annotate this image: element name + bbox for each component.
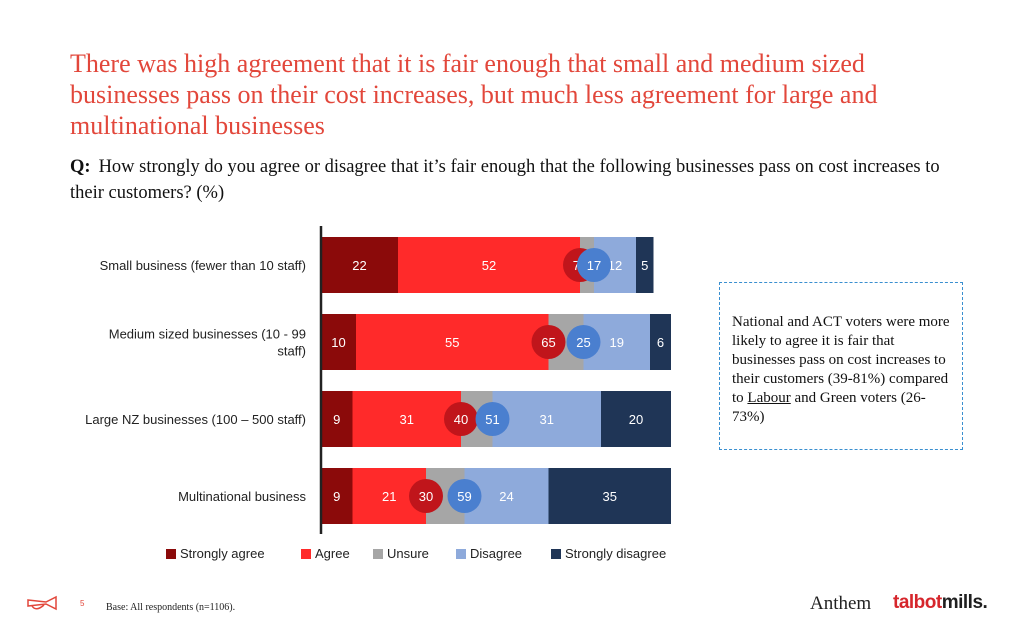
bar-label-strongly-disagree: 20 bbox=[629, 412, 643, 427]
legend-label-strongly-disagree: Strongly disagree bbox=[565, 546, 666, 561]
bar-segment-agree bbox=[398, 237, 580, 293]
bar-label-agree: 21 bbox=[382, 489, 396, 504]
bar-segment-strongly-disagree bbox=[636, 237, 654, 293]
bar-label-strongly-disagree: 35 bbox=[603, 489, 617, 504]
net-agree-circle bbox=[531, 325, 566, 359]
bar-label-agree: 55 bbox=[445, 335, 459, 350]
insight-callout: National and ACT voters were more likely… bbox=[719, 282, 963, 450]
net-agree-label: 65 bbox=[541, 335, 555, 350]
page-number: 5 bbox=[80, 599, 85, 608]
bar-segment-strongly-agree bbox=[321, 237, 398, 293]
base-note: Base: All respondents (n=1106). bbox=[106, 602, 236, 613]
legend-label-unsure: Unsure bbox=[387, 546, 429, 561]
category-label: Medium sized businesses (10 - 99 bbox=[109, 327, 306, 342]
bar-segment-strongly-disagree bbox=[601, 391, 671, 447]
slide-title: There was high agreement that it is fair… bbox=[70, 49, 878, 140]
bar-label-strongly-agree: 9 bbox=[333, 489, 340, 504]
legend-swatch-strongly-agree bbox=[166, 549, 176, 559]
legend-label-strongly-agree: Strongly agree bbox=[180, 546, 265, 561]
callout-text-1: National and ACT voters were more likely… bbox=[732, 314, 950, 406]
bar-label-disagree: 19 bbox=[610, 335, 624, 350]
category-label: Small business (fewer than 10 staff) bbox=[100, 258, 306, 273]
bar-segment-strongly-agree bbox=[321, 391, 353, 447]
legend-swatch-strongly-disagree bbox=[551, 549, 561, 559]
bar-label-strongly-disagree: 6 bbox=[657, 335, 664, 350]
bar-label-disagree: 24 bbox=[499, 489, 513, 504]
bar-segment-strongly-disagree bbox=[548, 468, 671, 524]
bar-segment-strongly-agree bbox=[321, 314, 356, 370]
legend-swatch-disagree bbox=[456, 549, 466, 559]
category-label: staff) bbox=[277, 344, 306, 359]
callout-text-2: and Green voters (26-73%) bbox=[732, 390, 926, 425]
bar-label-disagree: 31 bbox=[540, 412, 554, 427]
net-agree-label: 40 bbox=[454, 412, 468, 427]
bar-segment-strongly-disagree bbox=[650, 314, 671, 370]
talbotmills-logo: talbotmills. bbox=[893, 592, 988, 613]
net-agree-circle bbox=[409, 479, 443, 513]
bar-label-strongly-agree: 22 bbox=[352, 258, 366, 273]
legend-label-agree: Agree bbox=[315, 546, 350, 561]
net-disagree-circle bbox=[577, 248, 611, 282]
trumpet-icon bbox=[27, 595, 57, 611]
bar-label-strongly-agree: 10 bbox=[331, 335, 345, 350]
net-disagree-label: 25 bbox=[576, 335, 590, 350]
bar-segment-disagree bbox=[492, 391, 601, 447]
net-agree-circle bbox=[444, 402, 478, 436]
net-disagree-circle bbox=[447, 479, 482, 513]
bar-segment-agree bbox=[352, 391, 461, 447]
net-disagree-circle bbox=[566, 325, 601, 359]
net-disagree-label: 51 bbox=[485, 412, 499, 427]
bar-segment-agree bbox=[356, 314, 549, 370]
category-label: Multinational business bbox=[178, 489, 306, 504]
legend-swatch-agree bbox=[301, 549, 311, 559]
question-text: Q: How strongly do you agree or disagree … bbox=[70, 154, 970, 206]
bar-label-agree: 31 bbox=[400, 412, 414, 427]
anthem-logo: Anthem bbox=[810, 593, 872, 614]
net-disagree-label: 17 bbox=[587, 258, 601, 273]
callout-underlined: Labour bbox=[747, 390, 791, 406]
legend-swatch-unsure bbox=[373, 549, 383, 559]
net-disagree-circle bbox=[475, 402, 510, 436]
question-prefix: Q: bbox=[70, 157, 91, 177]
category-label: Large NZ businesses (100 – 500 staff) bbox=[85, 412, 306, 427]
net-agree-label: 30 bbox=[419, 489, 433, 504]
legend-label-disagree: Disagree bbox=[470, 546, 522, 561]
bar-label-agree: 52 bbox=[482, 258, 496, 273]
bar-label-disagree: 12 bbox=[608, 258, 622, 273]
bar-label-strongly-disagree: 5 bbox=[641, 258, 648, 273]
bar-label-strongly-agree: 9 bbox=[333, 412, 340, 427]
bar-segment-strongly-agree bbox=[321, 468, 353, 524]
net-disagree-label: 59 bbox=[457, 489, 471, 504]
question-body: How strongly do you agree or disagree th… bbox=[70, 157, 940, 203]
